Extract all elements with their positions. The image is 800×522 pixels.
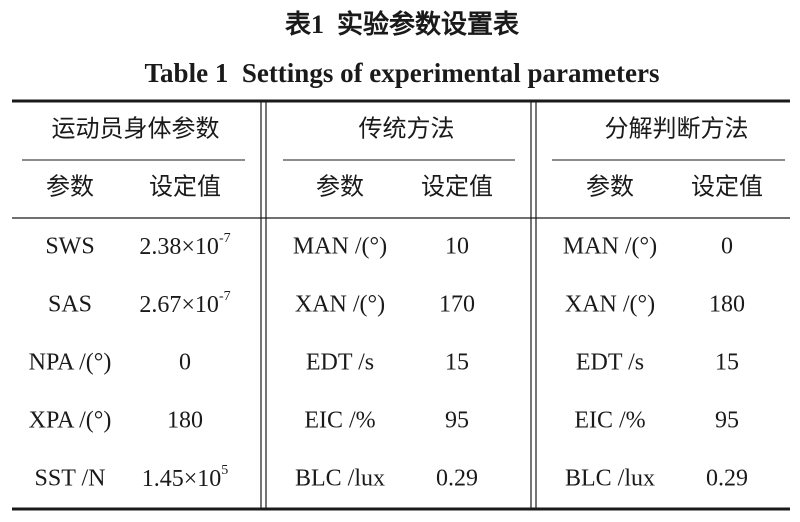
- column-header: 参数: [46, 174, 94, 201]
- cell: 95: [715, 408, 739, 434]
- column-header: 设定值: [149, 174, 221, 201]
- cell: 1.45×105: [142, 463, 229, 491]
- cell: 2.38×10-7: [139, 231, 230, 259]
- cell: 0: [179, 350, 191, 376]
- column-header: 设定值: [421, 174, 493, 201]
- cell-exponent: 5: [221, 463, 228, 478]
- group-title: 分解判断方法: [605, 116, 749, 143]
- cell: XAN /(°): [565, 292, 655, 318]
- cell: SWS: [45, 234, 94, 260]
- cell: EDT /s: [306, 350, 374, 376]
- cell: 95: [445, 408, 469, 434]
- column-header: 参数: [316, 174, 364, 201]
- cell: EIC /%: [304, 408, 375, 434]
- cell-exponent: -7: [219, 231, 231, 246]
- title-en: Table 1 Settings of experimental paramet…: [145, 58, 660, 88]
- column-header: 参数: [586, 174, 634, 201]
- cell: EIC /%: [574, 408, 645, 434]
- cell: EDT /s: [576, 350, 644, 376]
- cell: XAN /(°): [295, 292, 385, 318]
- cell: SAS: [48, 292, 92, 318]
- column-header: 设定值: [691, 174, 763, 201]
- cell: BLC /lux: [565, 466, 655, 492]
- cell-base: 2.38×10: [139, 234, 219, 260]
- cell-base: 2.67×10: [139, 292, 219, 318]
- cell: MAN /(°): [563, 234, 657, 260]
- cell: 180: [167, 408, 203, 434]
- cell: SST /N: [35, 466, 106, 492]
- cell: XPA /(°): [29, 408, 112, 434]
- cell: BLC /lux: [295, 466, 385, 492]
- cell: MAN /(°): [293, 234, 387, 260]
- group-title: 传统方法: [359, 116, 455, 143]
- group-title: 运动员身体参数: [52, 116, 220, 143]
- cell: 15: [715, 350, 739, 376]
- cell: 2.67×10-7: [139, 289, 230, 317]
- cell: 15: [445, 350, 469, 376]
- cell-base: 1.45×10: [142, 466, 222, 492]
- cell: 0.29: [706, 466, 748, 492]
- cell: 10: [445, 234, 469, 260]
- cell: 180: [709, 292, 745, 318]
- cell: 0.29: [436, 466, 478, 492]
- cell-exponent: -7: [219, 289, 231, 304]
- title-cn: 表1 实验参数设置表: [285, 9, 520, 39]
- cell: NPA /(°): [29, 350, 112, 376]
- cell: 170: [439, 292, 475, 318]
- cell: 0: [721, 234, 733, 260]
